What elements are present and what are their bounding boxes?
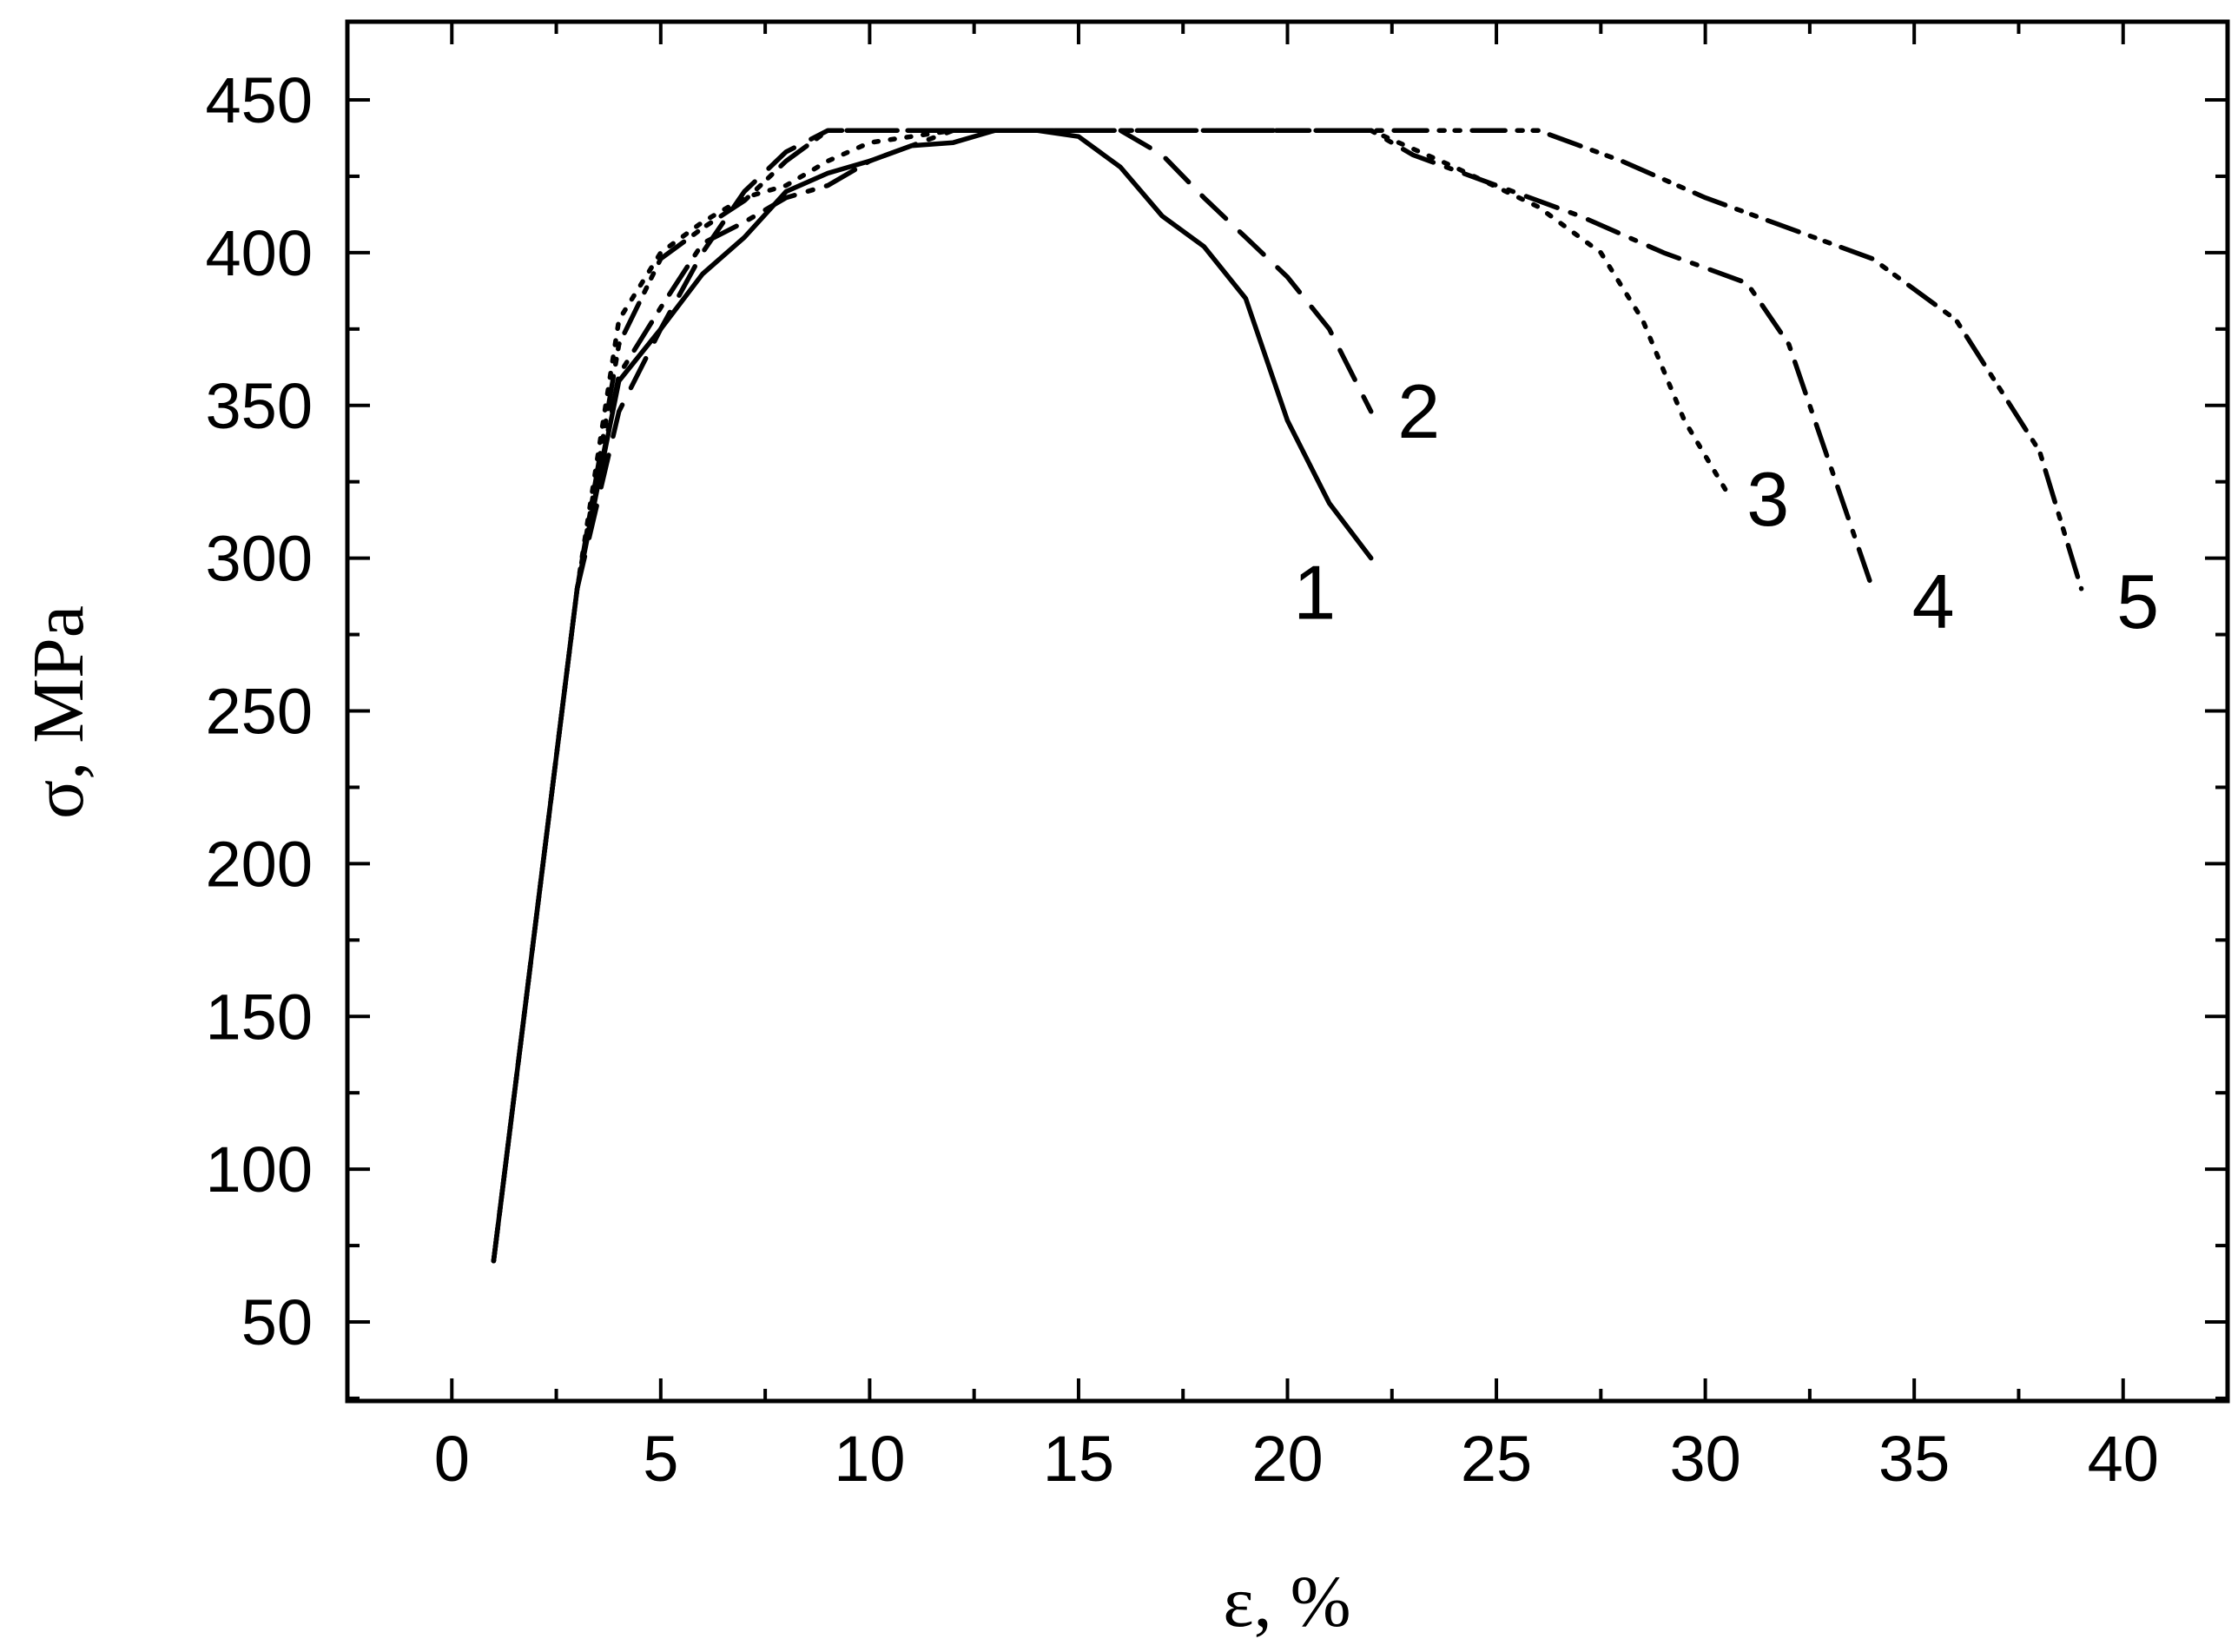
curve-series-1 — [491, 128, 1374, 1264]
axis-ticks — [346, 22, 2229, 1401]
y-axis-title: σ, MPa — [18, 605, 99, 819]
x-tick-label: 15 — [1043, 1423, 1114, 1495]
y-tick-label: 150 — [206, 981, 313, 1053]
curve-series-5 — [491, 128, 2084, 1264]
plot-frame — [345, 19, 2230, 1404]
y-tick-label: 200 — [206, 828, 313, 900]
curve-series-3 — [491, 128, 1729, 1264]
curve-series-4 — [491, 128, 1875, 1264]
x-tick-label: 30 — [1669, 1423, 1740, 1495]
x-tick-label: 25 — [1461, 1423, 1532, 1495]
curve-labels: 1 2 3 4 5 — [1293, 368, 2159, 644]
y-tick-label: 450 — [206, 64, 313, 136]
y-tick-label: 300 — [206, 523, 313, 595]
y-tick-label: 50 — [241, 1286, 313, 1358]
x-tick-label: 5 — [643, 1423, 678, 1495]
x-tick-label: 40 — [2088, 1423, 2159, 1495]
curve-series-2 — [491, 128, 1374, 1264]
curve-label-1: 1 — [1293, 550, 1336, 636]
x-axis-title: ε, % — [1223, 1562, 1350, 1642]
x-tick-label: 35 — [1878, 1423, 1950, 1495]
axis-tick-labels: 0 5 10 15 20 25 30 35 40501001502002503003504004… — [206, 64, 2159, 1495]
curves — [491, 128, 2084, 1264]
y-tick-label: 350 — [206, 370, 313, 442]
y-tick-label: 400 — [206, 217, 313, 289]
curve-label-2: 2 — [1397, 368, 1440, 454]
curve-label-5: 5 — [2116, 558, 2159, 644]
x-tick-label: 20 — [1251, 1423, 1323, 1495]
x-tick-label: 10 — [834, 1423, 905, 1495]
y-tick-label: 250 — [206, 676, 313, 748]
y-tick-label: 100 — [206, 1133, 313, 1206]
x-tick-label: 0 — [434, 1423, 470, 1495]
curve-label-3: 3 — [1746, 456, 1789, 542]
curve-label-4: 4 — [1912, 558, 1955, 644]
